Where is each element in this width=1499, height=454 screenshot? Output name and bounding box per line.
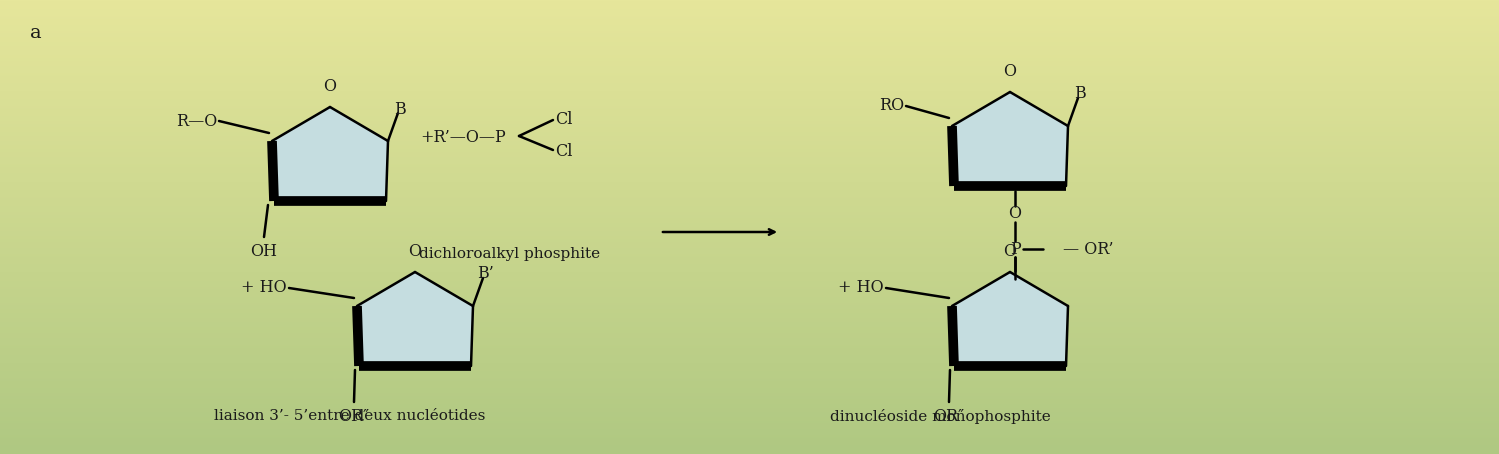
Text: OR″: OR″ xyxy=(339,408,370,425)
Text: — OR’: — OR’ xyxy=(1063,241,1114,257)
Text: B: B xyxy=(1075,85,1085,103)
Text: + HO: + HO xyxy=(241,280,286,296)
Polygon shape xyxy=(357,272,474,366)
Text: O: O xyxy=(409,243,421,260)
Text: RO: RO xyxy=(878,98,904,114)
Text: B’: B’ xyxy=(477,266,493,282)
Text: Cl: Cl xyxy=(555,143,573,161)
Text: + HO: + HO xyxy=(838,280,884,296)
Text: B: B xyxy=(394,100,406,118)
Text: dinucléoside monophosphite: dinucléoside monophosphite xyxy=(829,409,1051,424)
Polygon shape xyxy=(271,107,388,201)
Text: R—O: R—O xyxy=(175,113,217,129)
Text: a: a xyxy=(30,24,42,42)
Text: O: O xyxy=(324,78,336,95)
Text: OR″: OR″ xyxy=(934,408,964,425)
Text: dichloroalkyl phosphite: dichloroalkyl phosphite xyxy=(420,247,601,261)
Text: OH: OH xyxy=(250,243,277,260)
Polygon shape xyxy=(952,92,1067,186)
Text: +R’—O—P: +R’—O—P xyxy=(420,129,505,147)
Text: P: P xyxy=(1010,241,1021,257)
Text: O: O xyxy=(1009,206,1021,222)
Polygon shape xyxy=(952,272,1067,366)
Text: O: O xyxy=(1003,63,1016,80)
Text: liaison 3’- 5’entre deux nucléotides: liaison 3’- 5’entre deux nucléotides xyxy=(214,409,486,423)
Text: O: O xyxy=(1003,243,1016,260)
Text: Cl: Cl xyxy=(555,112,573,128)
